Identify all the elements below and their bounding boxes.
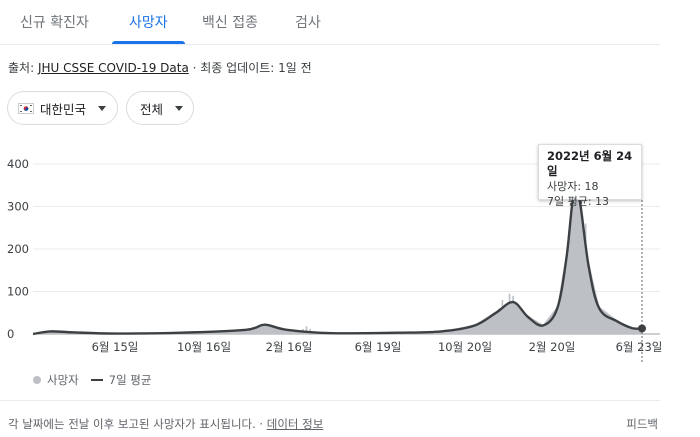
data-info-link[interactable]: 데이터 정보	[266, 417, 324, 431]
range-dropdown[interactable]: 전체	[126, 91, 194, 125]
tab-vaccination[interactable]: 백신 접종	[202, 15, 258, 31]
x-tick-label: 6월 19일	[355, 340, 402, 354]
active-tab-indicator	[112, 41, 185, 44]
source-updated: · 최종 업데이트: 1일 전	[188, 61, 312, 75]
feedback-link[interactable]: 피드백	[626, 417, 658, 431]
footer-text: 각 날짜에는 전날 이후 보고된 사망자가 표시됩니다. ·	[8, 417, 267, 431]
korea-flag-icon	[18, 102, 34, 114]
tooltip-deaths: 사망자: 18	[547, 180, 599, 193]
chart-legend: 사망자 7일 평균	[33, 372, 151, 388]
x-axis: 6월 15일 10월 16일 2월 16일 6월 19일 10월 20일 2월 20일 6월…	[92, 340, 663, 354]
y-tick-label: 100	[7, 285, 29, 299]
y-tick-label: 400	[7, 157, 29, 171]
range-label: 전체	[140, 101, 164, 117]
region-label: 대한민국	[40, 101, 87, 117]
source-prefix: 출처:	[8, 61, 38, 75]
tooltip-date: 2022년 6월 24일	[547, 149, 633, 178]
x-tick-label: 6월 15일	[92, 340, 139, 354]
tab-deaths[interactable]: 사망자	[129, 15, 168, 31]
tab-new-cases[interactable]: 신규 확진자	[20, 15, 89, 31]
tab-testing[interactable]: 검사	[295, 15, 321, 31]
y-tick-label: 0	[7, 327, 14, 341]
metric-tabs: 신규 확진자 사망자 백신 접종 검사	[0, 0, 660, 45]
deaths-chart[interactable]: 0 100 200 300 400 6월 15일 10월 16일 2월 16일 6월 19일 1…	[0, 140, 670, 370]
source-line: 출처: JHU CSSE COVID-19 Data · 최종 업데이트: 1일…	[8, 59, 312, 76]
deaths-legend-swatch	[33, 376, 41, 384]
average-legend-swatch	[90, 379, 103, 381]
y-tick-label: 200	[7, 242, 29, 256]
seven-day-average-line	[32, 186, 643, 336]
y-tick-label: 300	[7, 200, 29, 214]
hover-point	[638, 324, 646, 333]
chart-tooltip: 2022년 6월 24일 사망자: 18 7일 평균: 13	[538, 144, 642, 208]
x-tick-label: 10월 20일	[438, 340, 492, 354]
footer-divider	[0, 400, 660, 401]
deaths-area	[33, 182, 642, 334]
x-tick-label: 2월 20일	[529, 340, 576, 354]
x-tick-label: 10월 16일	[177, 340, 231, 354]
source-link[interactable]: JHU CSSE COVID-19 Data	[37, 61, 189, 75]
y-axis: 0 100 200 300 400	[7, 157, 29, 341]
chevron-down-icon	[175, 105, 184, 111]
footer-note: 각 날짜에는 전날 이후 보고된 사망자가 표시됩니다. · 데이터 정보	[8, 416, 323, 432]
region-dropdown[interactable]: 대한민국	[7, 91, 118, 125]
daily-deaths-bar	[305, 326, 308, 334]
x-tick-label: 2월 16일	[266, 340, 313, 354]
tooltip-average: 7일 평균: 13	[547, 195, 610, 208]
chevron-down-icon	[98, 105, 107, 111]
average-legend-label: 7일 평균	[108, 373, 152, 387]
deaths-legend-label: 사망자	[47, 373, 79, 387]
x-tick-label: 6월 23일	[616, 340, 663, 354]
